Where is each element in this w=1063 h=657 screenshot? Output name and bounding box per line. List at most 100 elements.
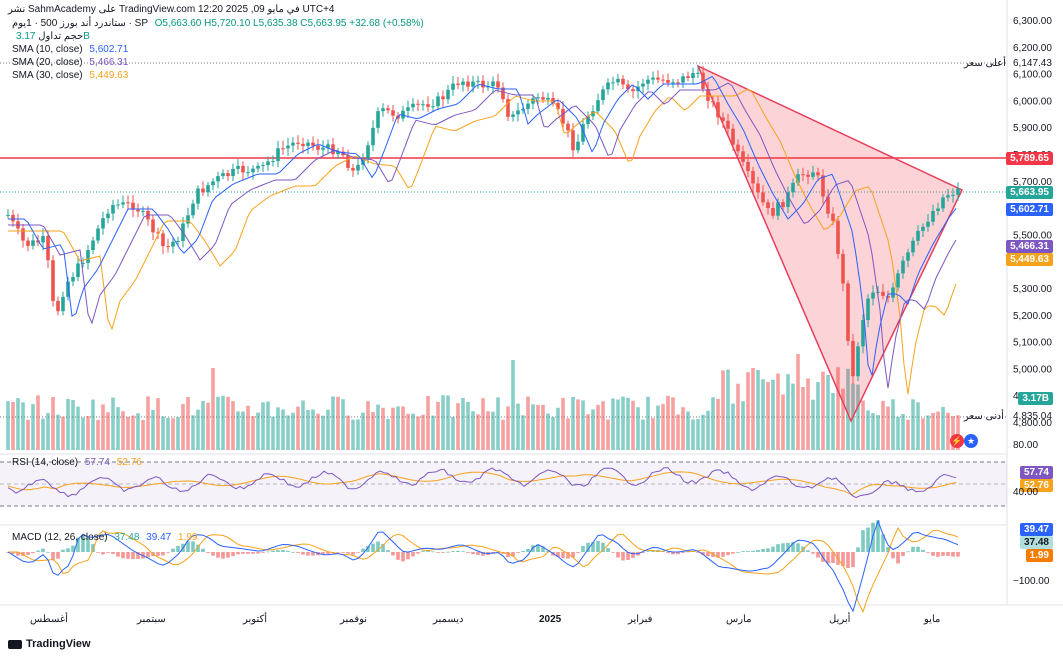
candle-body <box>256 165 260 169</box>
volume-bar <box>121 411 125 450</box>
volume-bar <box>261 402 265 450</box>
xaxis-oct: أكتوبر <box>243 614 268 625</box>
macd-bar <box>756 550 760 552</box>
volume-bar <box>576 399 580 450</box>
candle-body <box>321 147 325 150</box>
macd-bar <box>591 542 595 552</box>
volume-bar <box>776 373 780 450</box>
macd-bar <box>671 552 675 555</box>
volume-bar <box>641 419 645 450</box>
candle-body <box>786 192 790 207</box>
macd-bar <box>561 552 565 559</box>
volume-bar <box>956 415 960 450</box>
macd-bar <box>631 552 635 558</box>
candle-body <box>456 83 460 85</box>
macd-bar <box>351 552 355 555</box>
volume-bar <box>681 407 685 450</box>
candle-body <box>131 202 135 210</box>
symbol-legend[interactable]: ستاندرد أند بورز 500 · 1يوم · SP O5,663.… <box>12 18 424 29</box>
macd-bar <box>266 551 270 553</box>
volume-bar <box>781 394 785 450</box>
macd-bar <box>956 552 960 557</box>
volume-bar <box>251 416 255 450</box>
macd-title[interactable]: MACD (12, 26, close) 37.48 39.47 1.99 <box>12 532 197 543</box>
volume-value: 3.17B <box>16 31 90 42</box>
candle-body <box>116 204 120 206</box>
candle-body <box>936 208 940 212</box>
candle-body <box>506 99 510 117</box>
volume-bar <box>351 419 355 450</box>
volume-bar <box>431 415 435 450</box>
macd-bar <box>916 546 920 552</box>
macd-bar <box>716 552 720 558</box>
macd-bar <box>451 551 455 552</box>
macd-bar <box>371 543 375 552</box>
volume-bar <box>51 397 55 450</box>
lightning-icon[interactable]: ⚡ <box>950 434 964 448</box>
candle-body <box>691 73 695 78</box>
sma20-badge: 5,466.31 <box>1006 240 1053 253</box>
volume-bar <box>191 415 195 450</box>
volume-bar <box>726 369 730 450</box>
macd-bar <box>731 552 735 554</box>
publish-header: نشر SahmAcademy على TradingView.com في م… <box>0 0 1063 18</box>
macd-bar <box>521 550 525 552</box>
macd-bar <box>231 552 235 557</box>
macd-bar <box>771 546 775 552</box>
macd-bar <box>446 551 450 553</box>
volume-bar <box>76 406 80 450</box>
sma10-legend[interactable]: SMA (10, close) 5,602.71 <box>12 44 128 55</box>
macd-tick: −100.00 <box>1013 576 1050 587</box>
candle-body <box>381 108 385 112</box>
price-tick: 6,100.00 <box>1013 70 1052 81</box>
volume-bar <box>606 419 610 450</box>
macd-bar <box>796 543 800 552</box>
macd-bar <box>556 552 560 558</box>
candle-body <box>661 79 665 81</box>
candle-body <box>666 79 670 83</box>
volume-bar <box>66 398 70 450</box>
candle-body <box>421 104 425 106</box>
volume-bar <box>426 395 430 450</box>
macd-bar <box>176 545 180 552</box>
volume-bar <box>311 409 315 450</box>
candle-body <box>151 219 155 233</box>
macd-bar <box>41 548 45 552</box>
candle-body <box>31 240 35 246</box>
us-flag-icon[interactable]: ★ <box>964 434 978 448</box>
macd-bar <box>226 552 230 558</box>
macd-bar <box>851 552 855 568</box>
candle-body <box>451 83 455 90</box>
macd-badge1: 37.48 <box>1019 536 1053 549</box>
macd-bar <box>116 552 120 557</box>
volume-bar <box>566 418 570 450</box>
volume-legend[interactable]: حجم تداول 3.17B <box>12 31 90 42</box>
sma30-legend[interactable]: SMA (30, close) 5,449.63 <box>12 70 128 81</box>
volume-bar <box>526 396 530 450</box>
rsi-title[interactable]: RSI (14, close) 57.74 52.76 <box>12 457 142 468</box>
macd-bar <box>481 552 485 556</box>
candle-body <box>351 167 355 171</box>
macd-bar <box>71 545 75 552</box>
macd-bar <box>336 552 340 553</box>
macd-bar <box>641 552 645 553</box>
candle-body <box>766 202 770 209</box>
candle-body <box>436 96 440 107</box>
candle-body <box>891 287 895 298</box>
volume-bar <box>26 419 30 450</box>
macd-bar <box>511 552 515 557</box>
candle-body <box>651 77 655 80</box>
macd-bar <box>766 548 770 552</box>
volume-bar <box>126 416 130 450</box>
macd-bar <box>706 552 710 557</box>
volume-bar <box>31 404 35 450</box>
macd-bar <box>736 551 740 553</box>
tradingview-footer[interactable]: TradingView <box>8 638 91 650</box>
price-tick: 4,800.00 <box>1013 418 1052 429</box>
volume-bar <box>906 419 910 450</box>
candle-body <box>771 208 775 216</box>
volume-bar <box>16 398 20 450</box>
high-value: 6,147.43 <box>1013 58 1052 69</box>
volume-bar <box>381 407 385 450</box>
